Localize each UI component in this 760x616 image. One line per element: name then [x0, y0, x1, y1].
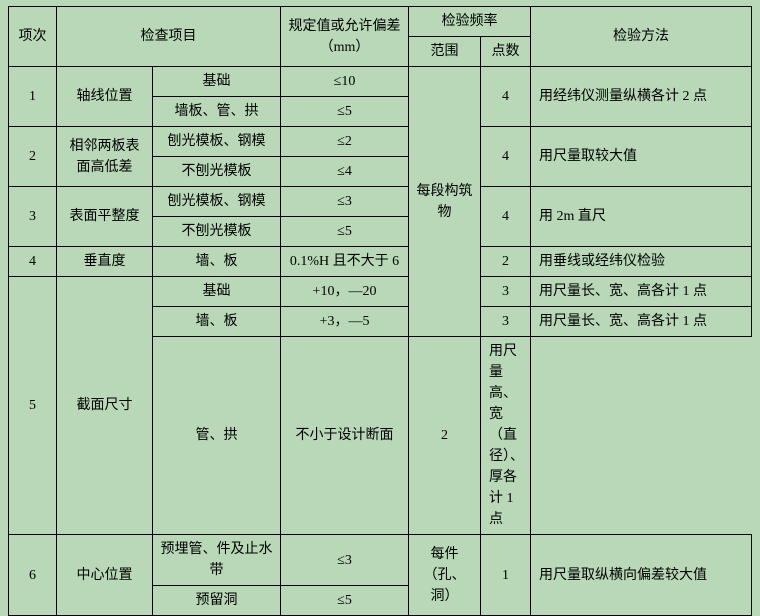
cell-spec: 不小于设计断面	[281, 337, 409, 535]
cell-method: 用 2m 直尺	[531, 187, 752, 247]
cell-item: 中心位置	[57, 535, 153, 616]
cell-points: 2	[409, 337, 481, 535]
cell-item: 截面尺寸	[57, 277, 153, 535]
cell-spec: ≤4	[281, 157, 409, 187]
cell-sub: 刨光模板、钢模	[153, 187, 281, 217]
cell-spec: ≤3	[281, 187, 409, 217]
cell-points: 3	[481, 307, 531, 337]
cell-sub: 基础	[153, 277, 281, 307]
cell-spec: +3，—5	[281, 307, 409, 337]
cell-item: 表面平整度	[57, 187, 153, 247]
cell-method: 用尺量长、宽、高各计 1 点	[531, 277, 752, 307]
cell-idx: 3	[9, 187, 57, 247]
cell-method: 用经纬仪测量纵横各计 2 点	[531, 67, 752, 127]
th-method: 检验方法	[531, 7, 752, 67]
cell-sub: 预埋管、件及止水带	[153, 535, 281, 586]
th-spec: 规定值或允许偏差（mm）	[281, 7, 409, 67]
cell-sub: 基础	[153, 67, 281, 97]
cell-sub: 墙、板	[153, 247, 281, 277]
th-scope: 范围	[409, 37, 481, 67]
cell-item: 垂直度	[57, 247, 153, 277]
cell-item: 相邻两板表面高低差	[57, 127, 153, 187]
cell-scope: 每件（孔、洞）	[409, 535, 481, 616]
th-freq: 检验频率	[409, 7, 531, 37]
cell-spec: ≤5	[281, 217, 409, 247]
cell-spec: +10，—20	[281, 277, 409, 307]
cell-method: 用尺量长、宽、高各计 1 点	[531, 307, 752, 337]
cell-idx: 4	[9, 247, 57, 277]
cell-spec: 0.1%H 且不大于 6	[281, 247, 409, 277]
cell-item: 轴线位置	[57, 67, 153, 127]
cell-spec: ≤3	[281, 535, 409, 586]
th-item: 检查项目	[57, 7, 281, 67]
cell-sub: 管、拱	[153, 337, 281, 535]
cell-spec: ≤5	[281, 97, 409, 127]
cell-method: 用尺量取纵横向偏差较大值	[531, 535, 752, 616]
cell-idx: 2	[9, 127, 57, 187]
th-idx: 项次	[9, 7, 57, 67]
cell-sub: 墙、板	[153, 307, 281, 337]
cell-points: 2	[481, 247, 531, 277]
cell-method: 用尺量取较大值	[531, 127, 752, 187]
cell-idx: 1	[9, 67, 57, 127]
cell-method: 用垂线或经纬仪检验	[531, 247, 752, 277]
cell-scope-merged: 每段构筑物	[409, 67, 481, 337]
cell-sub: 预留洞	[153, 586, 281, 616]
cell-spec: ≤10	[281, 67, 409, 97]
th-points: 点数	[481, 37, 531, 67]
cell-sub: 不刨光模板	[153, 217, 281, 247]
cell-sub: 墙板、管、拱	[153, 97, 281, 127]
cell-points: 4	[481, 127, 531, 187]
cell-spec: ≤5	[281, 586, 409, 616]
inspection-table: 项次 检查项目 规定值或允许偏差（mm） 检验频率 检验方法 范围 点数 1 轴…	[8, 6, 752, 616]
cell-idx: 6	[9, 535, 57, 616]
cell-sub: 不刨光模板	[153, 157, 281, 187]
cell-spec: ≤2	[281, 127, 409, 157]
cell-idx: 5	[9, 277, 57, 535]
cell-points: 4	[481, 67, 531, 127]
cell-method: 用尺量高、宽（直径）、厚各计 1 点	[481, 337, 531, 535]
cell-points: 3	[481, 277, 531, 307]
cell-points: 4	[481, 187, 531, 247]
cell-points: 1	[481, 535, 531, 616]
cell-sub: 刨光模板、钢模	[153, 127, 281, 157]
